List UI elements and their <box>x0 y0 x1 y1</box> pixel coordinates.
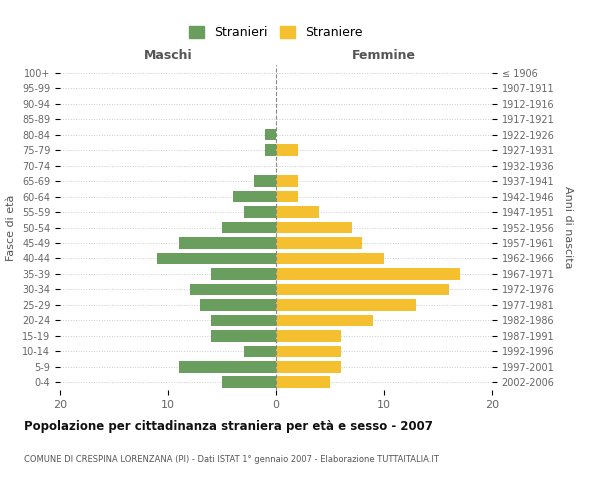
Bar <box>276 190 298 202</box>
Bar <box>276 361 341 372</box>
Bar <box>244 346 276 357</box>
Bar <box>276 237 362 249</box>
Bar <box>190 284 276 295</box>
Bar <box>222 376 276 388</box>
Y-axis label: Fasce di età: Fasce di età <box>7 194 16 260</box>
Bar <box>211 330 276 342</box>
Bar <box>200 299 276 310</box>
Bar <box>265 144 276 156</box>
Bar <box>276 222 352 234</box>
Bar <box>276 299 416 310</box>
Bar <box>244 206 276 218</box>
Bar <box>211 268 276 280</box>
Bar <box>157 252 276 264</box>
Bar <box>276 330 341 342</box>
Bar <box>276 176 298 187</box>
Bar <box>222 222 276 234</box>
Bar <box>233 190 276 202</box>
Bar <box>179 361 276 372</box>
Bar <box>211 314 276 326</box>
Bar <box>276 376 330 388</box>
Text: COMUNE DI CRESPINA LORENZANA (PI) - Dati ISTAT 1° gennaio 2007 - Elaborazione TU: COMUNE DI CRESPINA LORENZANA (PI) - Dati… <box>24 455 439 464</box>
Bar <box>276 206 319 218</box>
Bar <box>276 268 460 280</box>
Bar <box>276 252 384 264</box>
Bar <box>276 284 449 295</box>
Text: Femmine: Femmine <box>352 49 416 62</box>
Bar <box>276 144 298 156</box>
Text: Popolazione per cittadinanza straniera per età e sesso - 2007: Popolazione per cittadinanza straniera p… <box>24 420 433 433</box>
Legend: Stranieri, Straniere: Stranieri, Straniere <box>184 21 368 44</box>
Bar <box>179 237 276 249</box>
Bar <box>265 129 276 140</box>
Y-axis label: Anni di nascita: Anni di nascita <box>563 186 573 269</box>
Bar <box>276 314 373 326</box>
Bar <box>254 176 276 187</box>
Text: Maschi: Maschi <box>143 49 193 62</box>
Bar <box>276 346 341 357</box>
